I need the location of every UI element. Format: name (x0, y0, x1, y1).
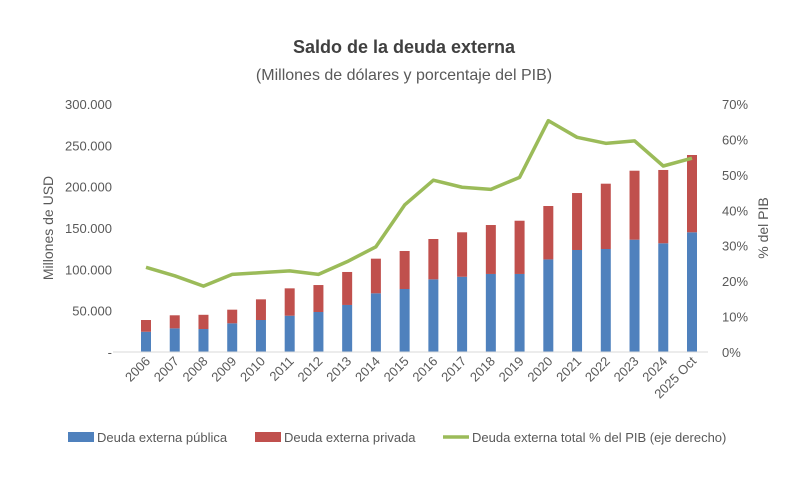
x-tick-label: 2013 (323, 354, 354, 385)
y-tick-label: 50.000 (72, 304, 112, 319)
x-tick-label: 2007 (151, 354, 182, 385)
bar-privada (170, 315, 180, 328)
bar-publica (543, 259, 553, 352)
bar-publica (572, 250, 582, 352)
y-tick-label: 300.000 (65, 97, 112, 112)
y2-tick-label: 70% (722, 97, 748, 112)
y2-tick-label: 20% (722, 274, 748, 289)
chart-title: Saldo de la deuda externa (293, 37, 516, 57)
bar-publica (371, 293, 381, 352)
x-tick-label: 2008 (180, 354, 211, 385)
legend-label: Deuda externa pública (97, 430, 228, 445)
x-tick-label: 2022 (582, 354, 613, 385)
x-tick-label: 2006 (122, 354, 153, 385)
bar-privada (285, 288, 295, 315)
bar-publica (658, 243, 668, 352)
bar-privada (141, 320, 151, 332)
bar-privada (342, 272, 352, 305)
bar-privada (227, 310, 237, 324)
y2-tick-label: 50% (722, 168, 748, 183)
y2-tick-label: 60% (722, 132, 748, 147)
y-tick-label: - (108, 345, 112, 360)
x-tick-label: 2009 (208, 354, 239, 385)
bar-privada (313, 285, 323, 312)
bar-publica (342, 305, 352, 352)
bar-publica (170, 328, 180, 352)
bar-publica (313, 312, 323, 352)
y2-axis-title: % del PIB (755, 197, 771, 258)
bar-privada (428, 239, 438, 279)
bar-publica (400, 289, 410, 352)
x-tick-label: 2021 (553, 354, 584, 385)
bar-privada (687, 155, 697, 232)
bar-privada (371, 259, 381, 294)
bar-publica (687, 232, 697, 352)
bar-privada (601, 184, 611, 249)
y-tick-label: 150.000 (65, 221, 112, 236)
legend-label: Deuda externa total % del PIB (eje derec… (472, 430, 726, 445)
chart-subtitle: (Millones de dólares y porcentaje del PI… (256, 67, 552, 84)
bar-privada (457, 232, 467, 276)
bar-publica (601, 249, 611, 352)
legend-swatch (255, 432, 281, 442)
bar-publica (256, 320, 266, 352)
x-tick-label: 2016 (409, 354, 440, 385)
bar-publica (198, 329, 208, 352)
y-axis-title: Millones de USD (40, 176, 56, 280)
bar-privada (515, 221, 525, 274)
bar-publica (285, 316, 295, 352)
x-tick-label: 2019 (496, 354, 527, 385)
bar-privada (630, 171, 640, 240)
bar-privada (400, 251, 410, 289)
x-tick-label: 2010 (237, 354, 268, 385)
x-tick-label: 2012 (294, 354, 325, 385)
bar-privada (198, 315, 208, 329)
bar-privada (658, 170, 668, 243)
bar-publica (486, 274, 496, 352)
y2-tick-label: 10% (722, 310, 748, 325)
y2-tick-label: 30% (722, 239, 748, 254)
bar-publica (227, 323, 237, 352)
legend-swatch (68, 432, 94, 442)
x-tick-label: 2011 (266, 354, 296, 384)
y2-tick-label: 0% (722, 345, 741, 360)
bar-privada (256, 299, 266, 320)
y-tick-label: 200.000 (65, 180, 112, 195)
y-tick-label: 250.000 (65, 138, 112, 153)
y-tick-label: 100.000 (65, 262, 112, 277)
y2-tick-label: 40% (722, 203, 748, 218)
bar-privada (543, 206, 553, 259)
bar-privada (572, 193, 582, 250)
legend-label: Deuda externa privada (284, 430, 416, 445)
x-tick-label: 2017 (438, 354, 469, 385)
bar-publica (457, 277, 467, 352)
x-tick-label: 2015 (381, 354, 412, 385)
x-tick-label: 2014 (352, 354, 383, 385)
x-tick-label: 2018 (467, 354, 498, 385)
bar-publica (428, 279, 438, 352)
bar-publica (141, 332, 151, 352)
bar-publica (630, 240, 640, 352)
bar-privada (486, 225, 496, 274)
x-tick-label: 2020 (524, 354, 555, 385)
x-tick-label: 2023 (611, 354, 642, 385)
bar-publica (515, 274, 525, 352)
